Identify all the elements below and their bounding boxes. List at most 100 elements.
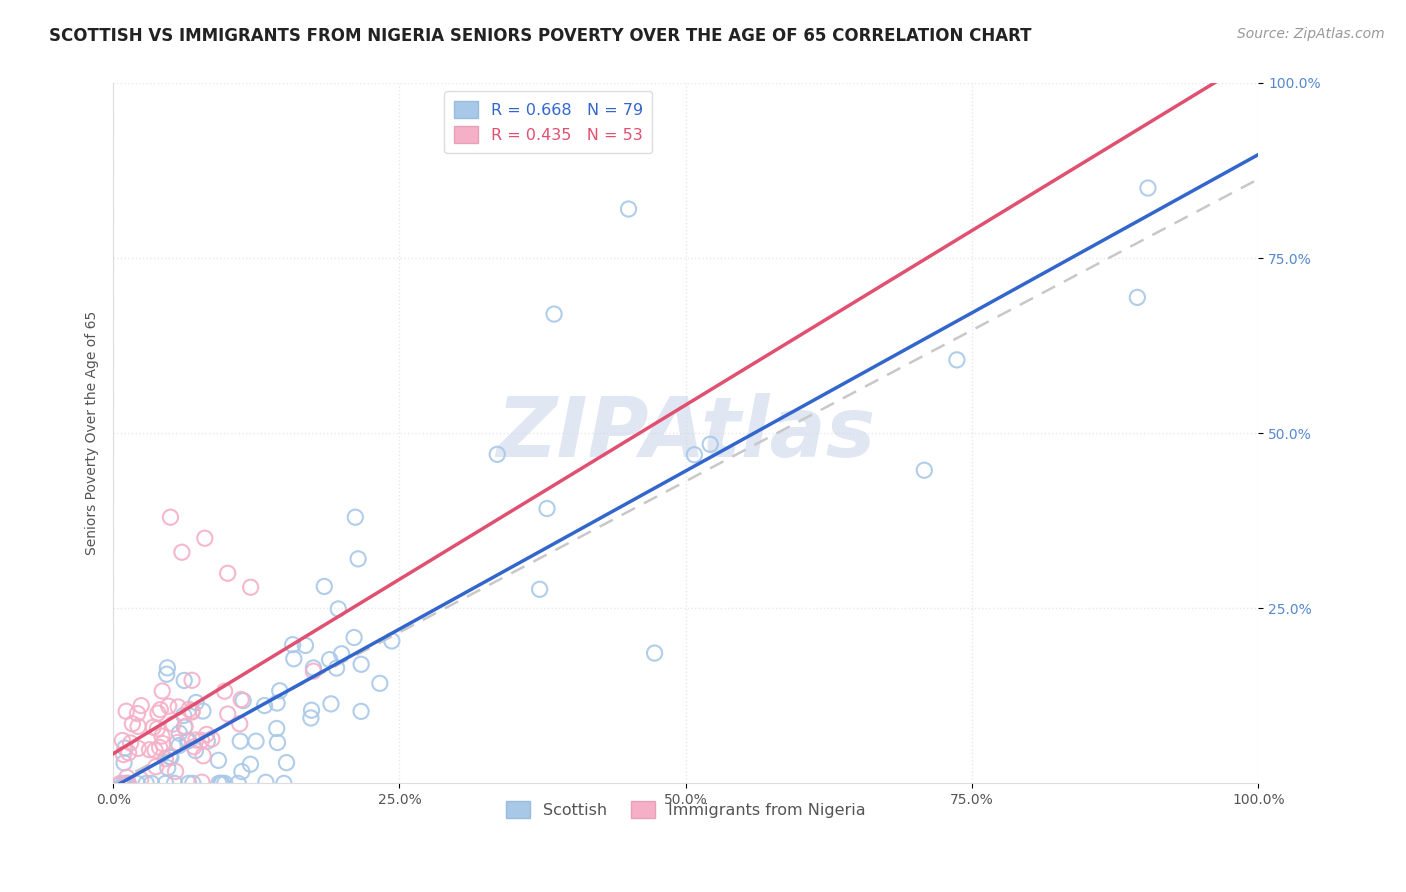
Point: [165, 764, 187, 779]
Point: [155, 776, 177, 790]
Point: [121, 716, 143, 731]
Text: SCOTTISH VS IMMIGRANTS FROM NIGERIA SENIORS POVERTY OVER THE AGE OF 65 CORRELATI: SCOTTISH VS IMMIGRANTS FROM NIGERIA SENI…: [49, 27, 1032, 45]
Point: [368, 676, 391, 690]
Point: [167, 739, 190, 753]
Point: [208, 776, 231, 790]
Point: [350, 657, 373, 672]
Point: [127, 741, 149, 756]
Point: [302, 661, 325, 675]
Point: [207, 753, 229, 767]
Point: [266, 735, 288, 749]
Point: [229, 716, 252, 731]
Text: Source: ZipAtlas.com: Source: ZipAtlas.com: [1237, 27, 1385, 41]
Y-axis label: Seniors Poverty Over the Age of 65: Seniors Poverty Over the Age of 65: [86, 311, 100, 556]
Point: [155, 752, 177, 766]
Point: [231, 692, 253, 706]
Point: [156, 667, 179, 681]
Point: [239, 757, 262, 772]
Point: [195, 734, 218, 748]
Point: [683, 448, 706, 462]
Point: [184, 695, 207, 709]
Point: [114, 741, 136, 756]
Point: [319, 697, 342, 711]
Point: [283, 652, 305, 666]
Point: [177, 776, 200, 790]
Point: [276, 756, 298, 770]
Point: [150, 729, 173, 743]
Point: [115, 770, 138, 784]
Point: [912, 463, 935, 477]
Point: [231, 764, 253, 779]
Point: [269, 683, 291, 698]
Point: [159, 510, 181, 524]
Point: [266, 696, 288, 710]
Point: [129, 772, 152, 787]
Point: [201, 732, 224, 747]
Point: [173, 673, 195, 688]
Point: [214, 776, 236, 790]
Point: [350, 704, 373, 718]
Point: [343, 631, 366, 645]
Point: [174, 719, 197, 733]
Point: [146, 722, 169, 736]
Point: [127, 706, 149, 721]
Point: [299, 711, 322, 725]
Point: [318, 652, 340, 666]
Point: [529, 582, 551, 597]
Point: [644, 646, 666, 660]
Point: [254, 775, 277, 789]
Point: [226, 776, 249, 790]
Point: [347, 552, 370, 566]
Point: [217, 706, 239, 721]
Point: [110, 776, 132, 790]
Point: [344, 510, 367, 524]
Point: [314, 579, 336, 593]
Point: [191, 704, 214, 718]
Point: [211, 776, 233, 790]
Point: [273, 776, 295, 790]
Point: [148, 740, 170, 755]
Point: [166, 735, 188, 749]
Point: [302, 664, 325, 678]
Point: [115, 776, 138, 790]
Point: [328, 602, 350, 616]
Point: [149, 703, 172, 717]
Point: [143, 743, 166, 757]
Point: [160, 750, 183, 764]
Point: [239, 580, 262, 594]
Point: [266, 722, 288, 736]
Point: [190, 733, 212, 747]
Point: [145, 760, 167, 774]
Point: [159, 749, 181, 764]
Point: [330, 647, 353, 661]
Point: [536, 501, 558, 516]
Point: [142, 720, 165, 734]
Point: [112, 776, 135, 790]
Point: [217, 566, 239, 581]
Point: [191, 748, 214, 763]
Point: [543, 307, 565, 321]
Point: [1126, 290, 1149, 304]
Point: [150, 684, 173, 698]
Point: [181, 673, 204, 688]
Point: [135, 776, 157, 790]
Point: [232, 693, 254, 707]
Point: [146, 706, 169, 720]
Point: [157, 699, 180, 714]
Point: [229, 734, 252, 748]
Legend: Scottish, Immigrants from Nigeria: Scottish, Immigrants from Nigeria: [499, 794, 872, 824]
Point: [129, 698, 152, 713]
Point: [110, 776, 132, 790]
Point: [195, 727, 218, 741]
Point: [194, 531, 217, 545]
Point: [184, 733, 207, 747]
Point: [117, 776, 139, 790]
Point: [138, 742, 160, 756]
Point: [177, 733, 200, 747]
Text: ZIPAtlas: ZIPAtlas: [496, 392, 876, 474]
Point: [156, 761, 179, 775]
Point: [177, 702, 200, 716]
Point: [301, 703, 323, 717]
Point: [699, 437, 721, 451]
Point: [181, 705, 204, 719]
